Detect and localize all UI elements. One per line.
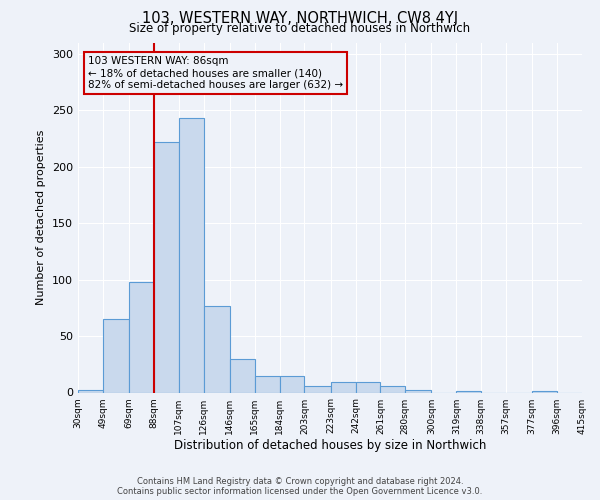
Bar [230, 358, 255, 392]
Bar [380, 386, 405, 392]
Y-axis label: Number of detached properties: Number of detached properties [37, 130, 46, 305]
Text: 103 WESTERN WAY: 86sqm
← 18% of detached houses are smaller (140)
82% of semi-de: 103 WESTERN WAY: 86sqm ← 18% of detached… [88, 56, 343, 90]
Bar [103, 319, 129, 392]
Bar [280, 376, 304, 392]
Text: Contains HM Land Registry data © Crown copyright and database right 2024.
Contai: Contains HM Land Registry data © Crown c… [118, 476, 482, 496]
Bar [405, 390, 431, 392]
Bar [179, 118, 203, 392]
Text: Size of property relative to detached houses in Northwich: Size of property relative to detached ho… [130, 22, 470, 35]
X-axis label: Distribution of detached houses by size in Northwich: Distribution of detached houses by size … [174, 440, 486, 452]
Bar [356, 382, 380, 392]
Bar [304, 386, 331, 392]
Bar [154, 142, 179, 393]
Bar [203, 306, 230, 392]
Text: 103, WESTERN WAY, NORTHWICH, CW8 4YJ: 103, WESTERN WAY, NORTHWICH, CW8 4YJ [142, 11, 458, 26]
Bar [331, 382, 356, 392]
Bar [129, 282, 154, 393]
Bar [255, 376, 280, 392]
Bar [78, 390, 103, 392]
